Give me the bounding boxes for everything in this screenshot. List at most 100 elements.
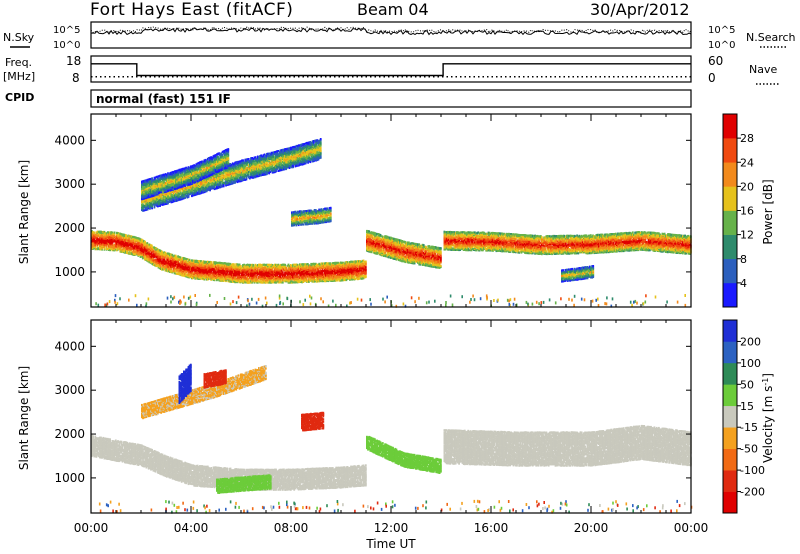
echo-cell xyxy=(411,244,414,247)
echo-cell xyxy=(272,264,275,268)
echo-cell xyxy=(130,245,133,248)
echo-cell xyxy=(404,258,407,261)
echo-cell xyxy=(334,266,336,269)
echo-cell xyxy=(322,262,325,265)
echo-cell xyxy=(275,266,277,269)
echo-cell xyxy=(381,241,384,244)
echo-cell xyxy=(378,234,381,237)
echo-cell xyxy=(383,238,385,241)
echo-cell xyxy=(402,255,405,259)
echo-cell xyxy=(389,250,392,253)
echo-cell xyxy=(241,276,243,279)
echo-cell xyxy=(393,246,396,249)
echo-cell xyxy=(405,253,408,256)
echo-cell xyxy=(158,259,161,262)
echo-cell xyxy=(213,261,216,264)
echo-cell xyxy=(424,259,426,262)
echo-cell xyxy=(352,262,355,266)
echo-cell xyxy=(111,240,114,243)
echo-cell xyxy=(181,261,184,264)
echo-cell xyxy=(134,252,136,255)
echo-cell xyxy=(243,263,246,266)
echo-cell xyxy=(179,269,182,272)
echo-cell xyxy=(302,263,305,266)
echo-cell xyxy=(411,255,414,258)
echo-cell xyxy=(162,263,164,266)
echo-cell xyxy=(383,236,385,239)
echo-cell xyxy=(280,277,283,280)
echo-cell xyxy=(421,261,424,264)
echo-cell xyxy=(281,263,284,266)
echo-cell xyxy=(403,246,406,249)
station-title: Fort Hays East (fitACF) xyxy=(90,0,293,20)
echo-cell xyxy=(354,277,357,281)
echo-cell xyxy=(354,263,357,266)
echo-cell xyxy=(401,255,403,258)
echo-cell xyxy=(316,271,318,274)
echo-cell xyxy=(146,248,149,251)
echo-cell xyxy=(255,271,258,274)
echo-cell xyxy=(384,238,386,241)
echo-cell xyxy=(346,276,349,279)
echo-cell xyxy=(234,267,236,270)
echo-cell xyxy=(320,263,323,266)
echo-cell xyxy=(321,262,324,265)
echo-cell xyxy=(261,275,264,278)
echo-cell xyxy=(284,280,286,283)
echo-cell xyxy=(404,245,407,248)
echo-cell xyxy=(408,242,410,245)
freq-panel xyxy=(90,55,692,83)
echo-cell xyxy=(114,237,117,240)
echo-cell xyxy=(109,245,111,248)
echo-cell xyxy=(354,260,357,263)
echo-cell xyxy=(293,271,296,274)
echo-cell xyxy=(187,266,190,269)
echo-cell xyxy=(203,260,206,263)
echo-cell xyxy=(230,278,233,281)
echo-cell xyxy=(117,232,119,235)
echo-cell xyxy=(431,265,434,268)
echo-cell xyxy=(118,235,121,238)
echo-cell xyxy=(276,273,278,277)
echo-cell xyxy=(132,237,135,240)
echo-cell xyxy=(420,251,423,254)
echo-cell xyxy=(157,266,160,269)
echo-cell xyxy=(276,268,278,271)
echo-cell xyxy=(376,241,378,244)
echo-cell xyxy=(204,260,207,263)
echo-cell xyxy=(337,266,340,269)
echo-cell xyxy=(429,261,432,264)
echo-cell xyxy=(336,269,339,272)
echo-cell xyxy=(302,273,305,276)
echo-cell xyxy=(385,254,388,257)
echo-cell xyxy=(327,270,330,273)
echo-cell xyxy=(201,269,203,272)
echo-cell xyxy=(403,255,406,258)
echo-cell xyxy=(388,253,391,256)
echo-cell xyxy=(375,243,377,246)
echo-cell xyxy=(338,273,341,277)
echo-cell xyxy=(182,257,185,260)
echo-cell xyxy=(208,261,210,264)
echo-cell xyxy=(163,253,166,256)
echo-cell xyxy=(430,265,433,268)
echo-cell xyxy=(238,270,241,273)
echo-cell xyxy=(345,266,348,270)
echo-cell xyxy=(306,273,309,276)
echo-cell xyxy=(127,234,130,237)
echo-cell xyxy=(389,236,392,239)
echo-cell xyxy=(171,253,174,256)
echo-cell xyxy=(319,279,322,282)
freq-line xyxy=(91,63,691,77)
echo-cell xyxy=(252,267,255,270)
echo-cell xyxy=(314,268,317,271)
echo-cell xyxy=(176,257,178,260)
echo-cell xyxy=(281,281,284,284)
echo-cell xyxy=(294,264,297,268)
echo-cell xyxy=(126,235,128,238)
echo-cell xyxy=(218,261,221,264)
echo-cell xyxy=(226,262,228,265)
echo-cell xyxy=(397,256,400,259)
echo-cell xyxy=(195,276,198,279)
echo-cell xyxy=(166,270,169,273)
